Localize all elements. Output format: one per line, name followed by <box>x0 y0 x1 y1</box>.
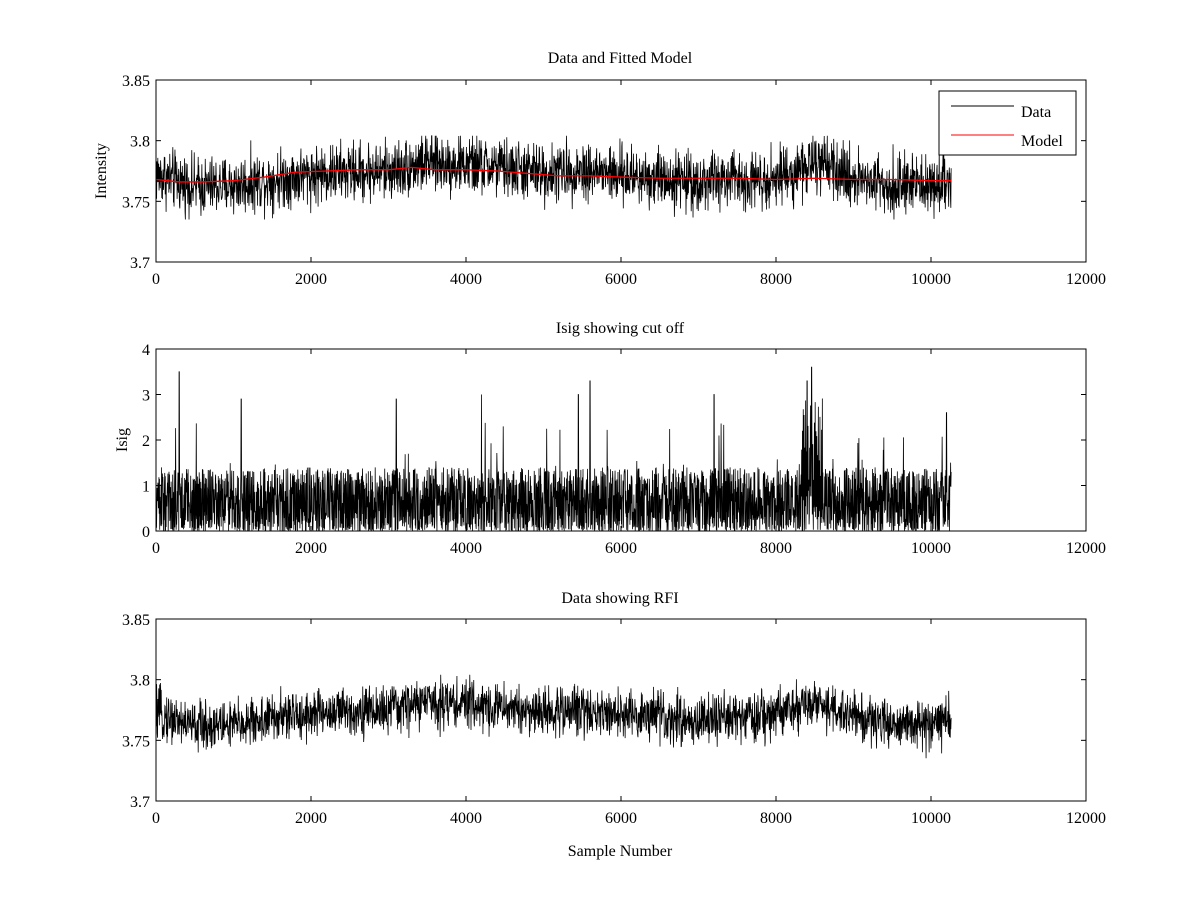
x-tick-label: 12000 <box>1066 810 1106 827</box>
x-tick-label: 8000 <box>760 271 792 288</box>
y-tick-label: 3 <box>142 388 150 405</box>
panel1-ylabel: Intensity <box>93 143 110 199</box>
legend-model-label: Model <box>1021 133 1063 150</box>
panel1-legend: Data Model <box>938 90 1077 156</box>
y-tick-label: 3.75 <box>122 194 150 211</box>
x-tick-label: 10000 <box>911 810 951 827</box>
x-tick-label: 4000 <box>450 540 482 557</box>
panel-isig-showing-cut-off: Isig showing cut off Isig 0 2000 4000 6000 8… <box>114 320 1106 557</box>
x-tick-label: 8000 <box>760 810 792 827</box>
panel1-ticks: 0 2000 4000 6000 8000 10000 12000 3.7 3.75 3.8 3.8… <box>122 73 1106 288</box>
x-tick-label: 4000 <box>450 810 482 827</box>
x-tick-label: 8000 <box>760 540 792 557</box>
y-tick-label: 4 <box>142 342 150 359</box>
x-tick-label: 10000 <box>911 540 951 557</box>
y-tick-label: 3.75 <box>122 733 150 750</box>
y-tick-label: 3.8 <box>130 673 150 690</box>
y-tick-label: 3.7 <box>130 794 150 811</box>
x-tick-label: 0 <box>152 271 160 288</box>
x-tick-label: 6000 <box>605 540 637 557</box>
x-tick-label: 0 <box>152 810 160 827</box>
panel1-series <box>155 135 952 220</box>
panel2-title: Isig showing cut off <box>556 320 685 337</box>
y-tick-label: 3.85 <box>122 612 150 629</box>
legend-box <box>938 90 1077 156</box>
x-tick-label: 6000 <box>605 810 637 827</box>
legend-data-label: Data <box>1021 104 1051 121</box>
panel-data-showing-rfi: Data showing RFI 0 2000 4000 6000 8000 10000 1… <box>122 590 1106 860</box>
y-tick-label: 3.7 <box>130 255 150 272</box>
x-tick-label: 0 <box>152 540 160 557</box>
panel3-title: Data showing RFI <box>561 590 678 607</box>
panel2-ticks: 0 2000 4000 6000 8000 10000 12000 0 1 2 3 4 <box>142 342 1106 557</box>
panel3-series <box>155 674 952 759</box>
x-tick-label: 2000 <box>295 271 327 288</box>
y-tick-label: 0 <box>142 524 150 541</box>
panel2-ylabel: Isig <box>114 428 131 452</box>
x-tick-label: 2000 <box>295 540 327 557</box>
y-tick-label: 3.8 <box>130 134 150 151</box>
panel3-ticks: 0 2000 4000 6000 8000 10000 12000 3.7 3.75 3.8 3.8… <box>122 612 1106 827</box>
series-line-model <box>155 166 952 183</box>
x-tick-label: 10000 <box>911 271 951 288</box>
x-tick-label: 12000 <box>1066 540 1106 557</box>
x-tick-label: 2000 <box>295 810 327 827</box>
panel1-title: Data and Fitted Model <box>548 50 693 67</box>
series-line-data <box>155 674 952 759</box>
series-line-data <box>155 135 952 220</box>
y-tick-label: 2 <box>142 433 150 450</box>
x-tick-label: 6000 <box>605 271 637 288</box>
y-tick-label: 1 <box>142 479 150 496</box>
x-tick-label: 12000 <box>1066 271 1106 288</box>
panel-data-and-fitted-model: Data and Fitted Model Intensity 0 2000 400… <box>93 50 1106 288</box>
y-tick-label: 3.85 <box>122 73 150 90</box>
panel3-xlabel: Sample Number <box>568 843 673 860</box>
x-tick-label: 4000 <box>450 271 482 288</box>
